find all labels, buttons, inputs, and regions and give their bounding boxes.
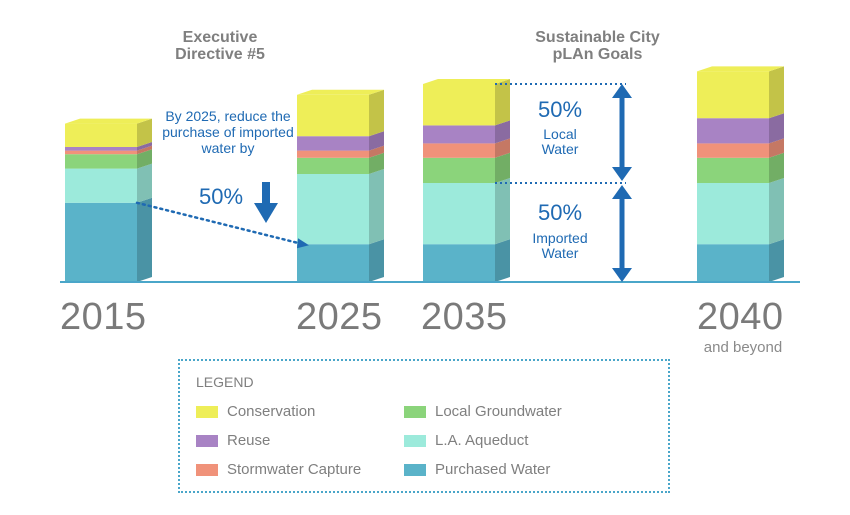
plan-goals-heading: Sustainable City pLAn Goals [535, 29, 660, 63]
bar-top-2025 [297, 89, 384, 95]
imported-water-arrow-head-down [612, 268, 632, 282]
bar-side-2035-l-a-aqueduct [495, 178, 510, 245]
local-percent: 50% [537, 97, 583, 122]
bar-segment-2035-reuse [423, 125, 495, 144]
imported-label: Imported Water [532, 230, 588, 261]
year-label-2035: 2035 [421, 296, 508, 338]
bar-side-2015-conservation [137, 118, 152, 147]
bar-segment-2040-local-groundwater [697, 157, 769, 183]
bar-segment-2025-local-groundwater [297, 157, 369, 174]
bar-side-2025-purchased-water [369, 239, 384, 282]
bar-segment-2035-local-groundwater [423, 157, 495, 183]
bar-segment-2025-stormwater-capture [297, 150, 369, 158]
year-label-2015: 2015 [60, 296, 147, 338]
legend-label: L.A. Aqueduct [435, 432, 529, 449]
bar-segment-2040-conservation [697, 71, 769, 119]
reduce-percent: 50% [198, 184, 244, 209]
legend-item-conservation: Conservation [196, 403, 315, 420]
bar-segment-2040-stormwater-capture [697, 143, 769, 158]
bar-side-2040-conservation [769, 66, 784, 119]
bar-segment-2035-purchased-water [423, 244, 495, 282]
imported-water-arrow-head-up [612, 185, 632, 199]
imported-percent: 50% [537, 200, 583, 225]
bar-segment-2015-conservation [65, 123, 137, 147]
bar-side-2040-purchased-water [769, 239, 784, 282]
legend-label: Conservation [227, 403, 316, 420]
bar-side-2015-stormwater-capture [137, 145, 152, 155]
legend-swatch [196, 434, 218, 447]
bar-segment-2035-conservation [423, 84, 495, 126]
bar-side-2015-purchased-water [137, 197, 152, 282]
bar-segment-2015-purchased-water [65, 202, 137, 282]
down-arrow-head [254, 203, 278, 223]
bar-side-2025-local-groundwater [369, 152, 384, 174]
reduction-pointer-head [297, 238, 309, 249]
bar-segment-2025-purchased-water [297, 244, 369, 282]
bar-side-2025-conservation [369, 89, 384, 137]
bar-segment-2015-stormwater-capture [65, 150, 137, 155]
legend-title: LEGEND [196, 374, 254, 390]
bar-top-2035 [423, 79, 510, 84]
legend-label: Purchased Water [435, 461, 551, 478]
bar-side-2040-stormwater-capture [769, 138, 784, 158]
bar-side-2040-local-groundwater [769, 152, 784, 183]
year-sublabel-2040: and beyond [703, 339, 783, 356]
bar-segment-2040-l-a-aqueduct [697, 183, 769, 245]
bar-segment-2025-conservation [297, 94, 369, 137]
bar-segment-2025-reuse [297, 136, 369, 151]
bar-side-2015-l-a-aqueduct [137, 163, 152, 203]
legend-item-reuse: Reuse [196, 432, 270, 449]
bar-side-2035-conservation [495, 79, 510, 126]
legend-item-l-a-aqueduct: L.A. Aqueduct [404, 432, 528, 449]
annotation-arrows [135, 83, 632, 282]
legend-swatch [404, 434, 426, 447]
reduce-note: By 2025, reduce the purchase of imported… [162, 108, 294, 156]
bar-side-2025-stormwater-capture [369, 145, 384, 158]
directive-heading: Executive Directive #5 [175, 29, 265, 63]
legend-box: LEGEND Conservation Local Groundwater Reus… [178, 359, 670, 493]
legend-item-stormwater-capture: Stormwater Capture [196, 461, 361, 478]
reduction-pointer-line [135, 201, 305, 246]
legend-item-purchased-water: Purchased Water [404, 461, 550, 478]
bar-side-2025-l-a-aqueduct [369, 169, 384, 245]
bar-segment-2015-local-groundwater [65, 154, 137, 169]
bar-side-2035-local-groundwater [495, 152, 510, 183]
bar-segment-2025-l-a-aqueduct [297, 174, 369, 245]
legend-label: Reuse [227, 432, 271, 449]
legend-swatch [404, 405, 426, 418]
legend-swatch [196, 405, 218, 418]
down-arrow-shaft [262, 182, 270, 204]
bar-segment-2040-purchased-water [697, 244, 769, 282]
bar-segment-2040-reuse [697, 118, 769, 144]
legend-label: Stormwater Capture [227, 461, 362, 478]
bar-side-2040-reuse [769, 113, 784, 144]
local-water-arrow-head-down [612, 167, 632, 181]
legend-label: Local Groundwater [435, 403, 562, 420]
bar-side-2025-reuse [369, 131, 384, 151]
bar-top-2015 [65, 118, 152, 124]
legend-item-local-groundwater: Local Groundwater [404, 403, 562, 420]
bars-group [65, 66, 784, 282]
bar-segment-2015-l-a-aqueduct [65, 168, 137, 203]
bar-segment-2035-l-a-aqueduct [423, 183, 495, 245]
bar-segment-2035-stormwater-capture [423, 143, 495, 158]
year-label-2025: 2025 [296, 296, 383, 338]
bar-side-2035-reuse [495, 120, 510, 144]
bar-side-2035-purchased-water [495, 239, 510, 282]
local-water-arrow-head-up [612, 84, 632, 98]
bar-side-2040-l-a-aqueduct [769, 178, 784, 245]
bar-side-2015-reuse [137, 142, 152, 151]
local-label: Local Water [541, 126, 579, 157]
legend-swatch [196, 463, 218, 476]
bar-top-2040 [697, 66, 784, 72]
bar-segment-2015-reuse [65, 147, 137, 151]
legend-swatch [404, 463, 426, 476]
bar-side-2015-local-groundwater [137, 149, 152, 169]
bar-side-2035-stormwater-capture [495, 138, 510, 158]
year-label-2040: 2040 [697, 296, 784, 338]
